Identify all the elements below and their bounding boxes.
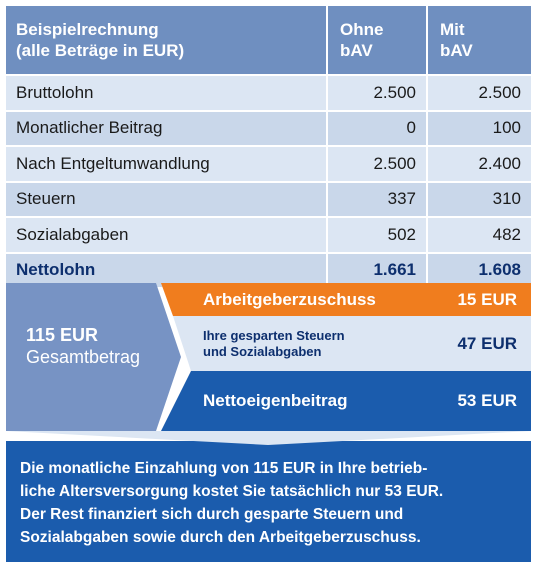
header-cell-ohne: Ohne bAV	[328, 6, 428, 74]
row-mit-value: 310	[428, 182, 531, 216]
total-label: Gesamtbetrag	[26, 347, 141, 367]
table-header: Beispielrechnung (alle Beträge in EUR) O…	[6, 6, 531, 76]
row-ohne-value: 502	[328, 218, 428, 252]
table-row: Bruttolohn 2.500 2.500	[6, 76, 531, 112]
row-ohne-value: 1.661	[328, 253, 428, 287]
row-mit-value: 100	[428, 111, 531, 145]
breakdown-block: 115 EUR Gesamtbetrag Arbeitgeberzuschuss…	[6, 283, 531, 431]
header-label-text: Beispielrechnung (alle Beträge in EUR)	[16, 20, 185, 60]
row-ohne-value: 0	[328, 111, 428, 145]
row-mit-value: 1.608	[428, 253, 531, 287]
saved-taxes-label: Ihre gesparten Steuern und Sozialabgaben	[203, 327, 345, 359]
row-mit-value: 482	[428, 218, 531, 252]
header-mit-text: Mit bAV	[440, 20, 473, 60]
summary-box: Die monatliche Einzahlung von 115 EUR in…	[6, 441, 531, 562]
row-label: Bruttolohn	[6, 76, 328, 110]
net-contribution-bar: Nettoeigenbeitrag 53 EUR	[161, 371, 531, 431]
comparison-table: Beispielrechnung (alle Beträge in EUR) O…	[6, 6, 531, 289]
table-row: Nach Entgeltumwandlung 2.500 2.400	[6, 147, 531, 183]
row-label: Monatlicher Beitrag	[6, 111, 328, 145]
total-arrow-block	[6, 283, 181, 431]
row-ohne-value: 337	[328, 182, 428, 216]
total-amount: 115 EUR	[26, 325, 99, 345]
row-ohne-value: 2.500	[328, 76, 428, 110]
header-ohne-text: Ohne bAV	[340, 20, 384, 60]
header-cell-label: Beispielrechnung (alle Beträge in EUR)	[6, 6, 328, 74]
saved-taxes-value: 47 EUR	[457, 333, 517, 353]
row-label: Steuern	[6, 182, 328, 216]
row-ohne-value: 2.500	[328, 147, 428, 181]
row-label: Nettolohn	[6, 253, 328, 287]
saved-taxes-bar: Ihre gesparten Steuern und Sozialabgaben…	[173, 316, 531, 371]
header-cell-mit: Mit bAV	[428, 6, 531, 74]
table-row: Sozialabgaben 502 482	[6, 218, 531, 254]
employer-contribution-label: Arbeitgeberzuschuss	[203, 289, 376, 309]
net-contribution-label: Nettoeigenbeitrag	[203, 391, 348, 410]
net-contribution-value: 53 EUR	[457, 391, 517, 410]
employer-contribution-bar: Arbeitgeberzuschuss 15 EUR	[161, 283, 531, 316]
row-label: Nach Entgeltumwandlung	[6, 147, 328, 181]
row-mit-value: 2.400	[428, 147, 531, 181]
table-row: Monatlicher Beitrag 0 100	[6, 111, 531, 147]
summary-block: Die monatliche Einzahlung von 115 EUR in…	[6, 431, 531, 562]
employer-contribution-value: 15 EUR	[457, 289, 517, 309]
row-mit-value: 2.500	[428, 76, 531, 110]
row-label: Sozialabgaben	[6, 218, 328, 252]
table-row: Steuern 337 310	[6, 182, 531, 218]
table-row-total: Nettolohn 1.661 1.608	[6, 253, 531, 289]
summary-text: Die monatliche Einzahlung von 115 EUR in…	[20, 460, 444, 546]
